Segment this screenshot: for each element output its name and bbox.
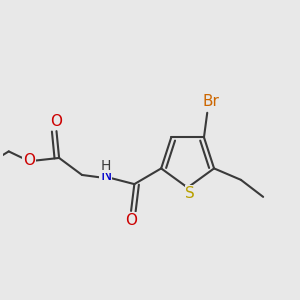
- Text: O: O: [125, 213, 137, 228]
- Text: N: N: [100, 168, 112, 183]
- Text: S: S: [185, 186, 195, 201]
- Text: Br: Br: [203, 94, 220, 110]
- Text: H: H: [101, 159, 111, 173]
- Text: O: O: [50, 115, 62, 130]
- Text: O: O: [23, 153, 35, 168]
